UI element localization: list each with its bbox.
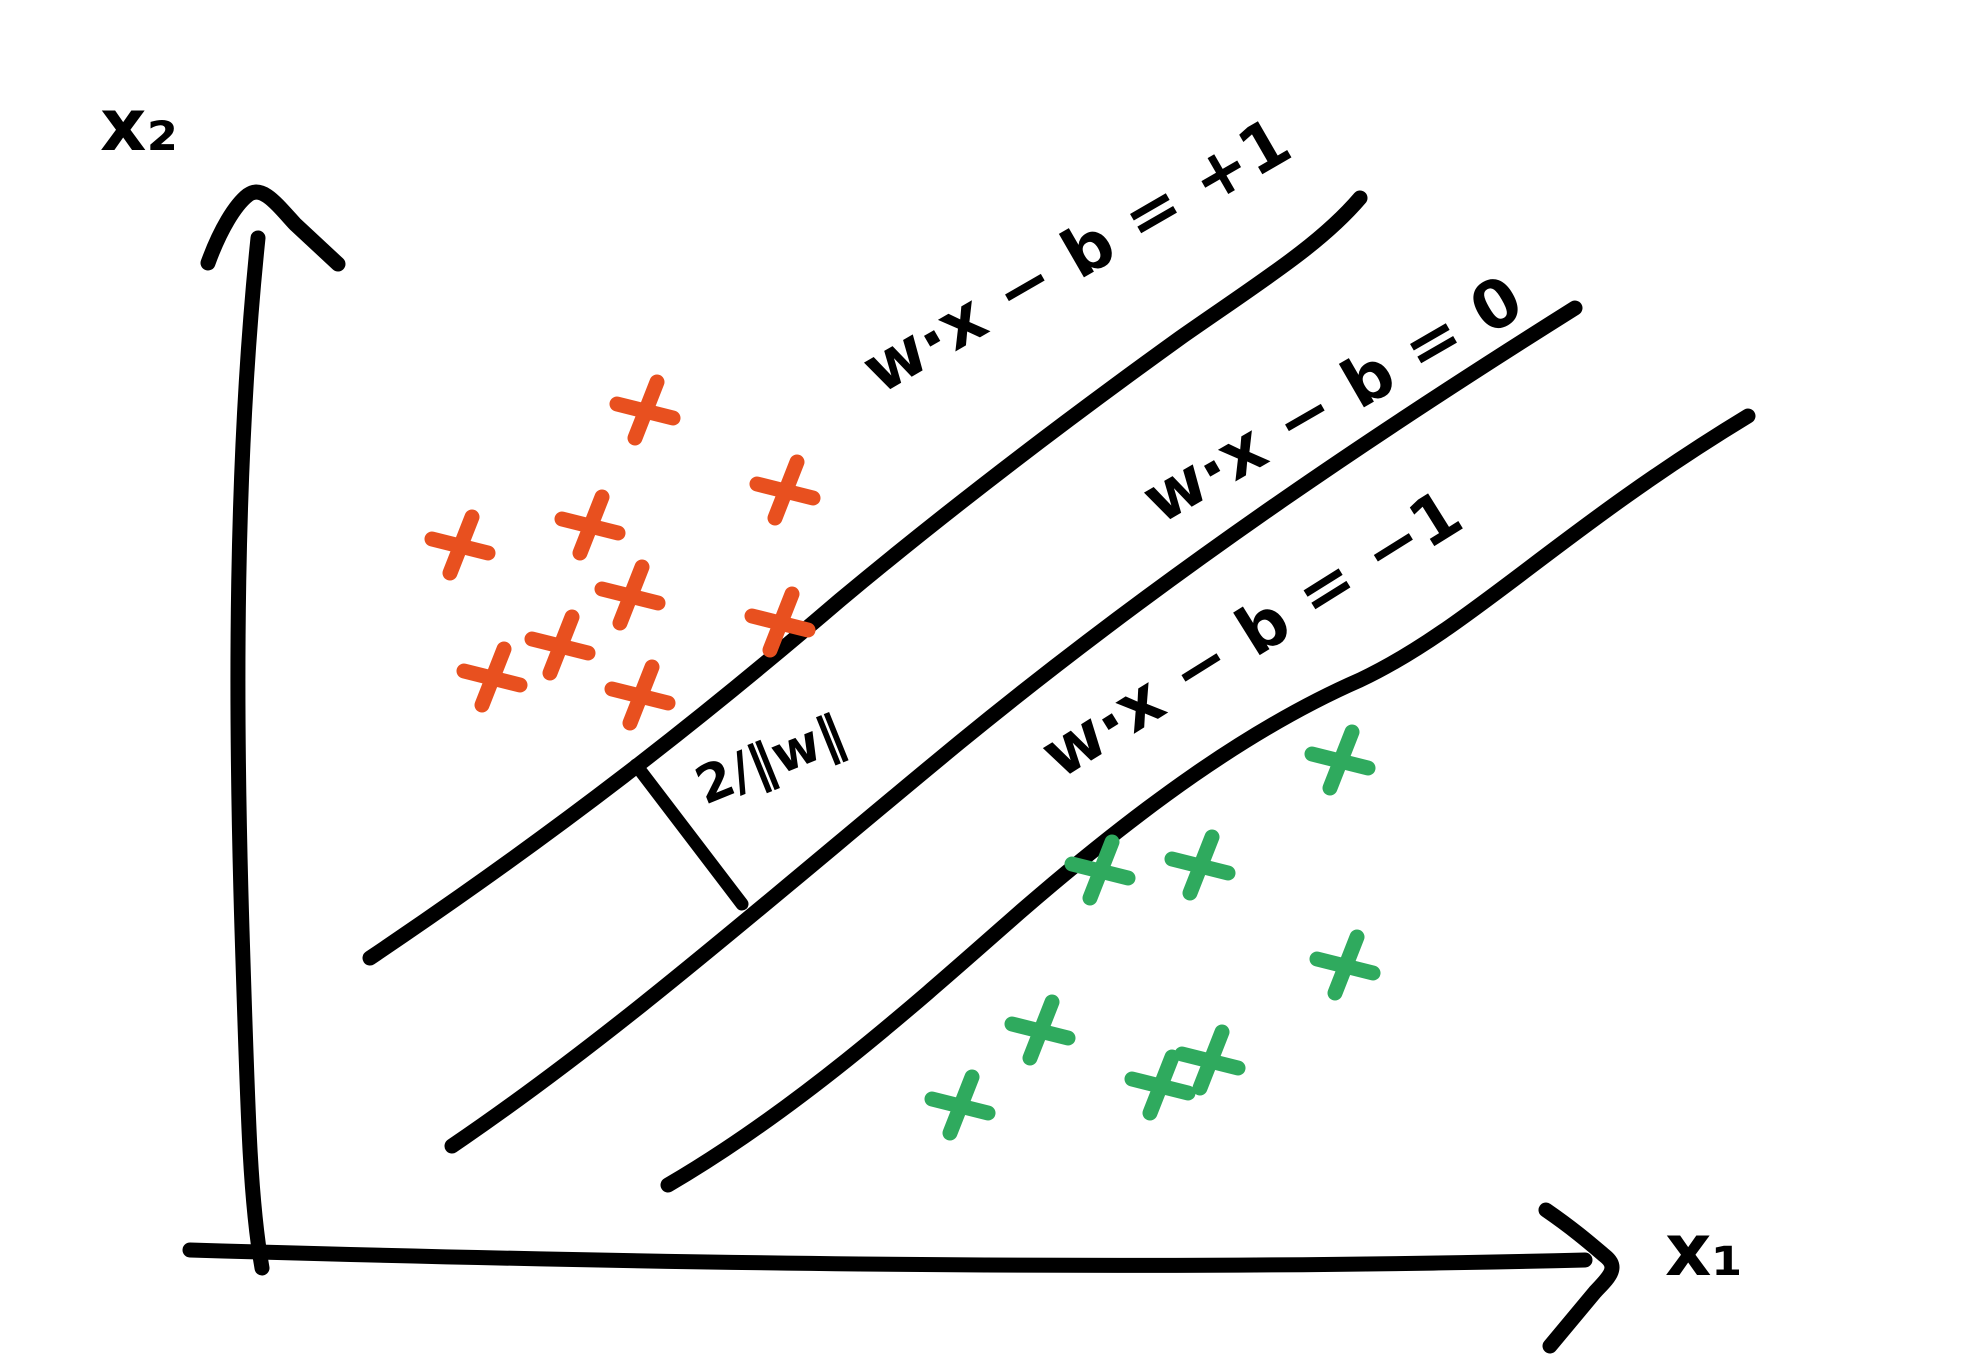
positive-margin-line bbox=[362, 190, 1368, 966]
x-axis-arrowhead bbox=[1538, 1202, 1620, 1354]
positive-point-marker bbox=[456, 641, 528, 713]
positive-class-points bbox=[424, 374, 821, 731]
negative-point-marker bbox=[1164, 829, 1236, 901]
positive-point-marker bbox=[424, 509, 496, 581]
axes bbox=[182, 184, 1620, 1354]
positive-point-marker bbox=[749, 454, 821, 526]
decision-boundary-line bbox=[444, 300, 1583, 1154]
positive-point-marker bbox=[609, 374, 681, 446]
negative-class-points bbox=[924, 724, 1381, 1141]
margin-indicator bbox=[629, 758, 749, 911]
negative-point-marker bbox=[1309, 929, 1381, 1001]
y-axis bbox=[230, 230, 270, 1276]
negative-point-marker bbox=[1124, 1049, 1196, 1121]
y-axis-arrowhead bbox=[200, 184, 346, 272]
positive-point-marker bbox=[524, 609, 596, 681]
positive-point-marker bbox=[594, 559, 666, 631]
x-axis bbox=[182, 1242, 1593, 1273]
negative-point-marker bbox=[1174, 1024, 1246, 1096]
negative-point-marker bbox=[924, 1069, 996, 1141]
positive-point-marker bbox=[604, 659, 676, 731]
negative-point-marker bbox=[1064, 834, 1136, 906]
negative-point-marker bbox=[1304, 724, 1376, 796]
positive-margin-label: w·x − b = +1 bbox=[850, 102, 1304, 408]
x-axis-label: x₁ bbox=[1665, 1208, 1743, 1292]
positive-point-marker bbox=[744, 586, 816, 658]
positive-point-marker bbox=[554, 489, 626, 561]
decision-boundary-label: w·x − b = 0 bbox=[1130, 260, 1536, 539]
negative-point-marker bbox=[1004, 994, 1076, 1066]
margin-label: 2/‖w‖ bbox=[687, 703, 853, 817]
negative-margin-line bbox=[660, 408, 1756, 1193]
y-axis-label: x₂ bbox=[100, 83, 178, 167]
hyperplanes bbox=[362, 190, 1756, 1193]
